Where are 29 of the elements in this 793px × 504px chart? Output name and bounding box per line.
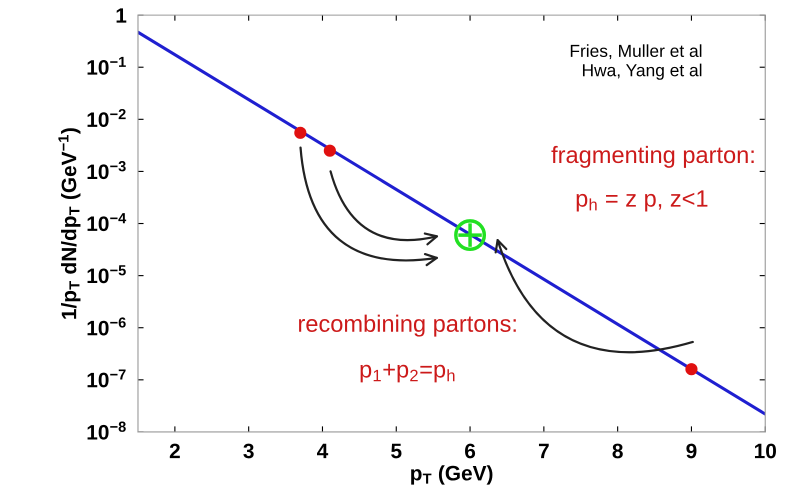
y-tick-label: 10$^{−1}$ xyxy=(88,56,126,75)
y-tick-label: 10$^{−3}$ xyxy=(88,161,126,180)
point xyxy=(324,144,336,157)
x-tick-label: 2 xyxy=(170,444,180,458)
x-axis-title: p$_{T}$ (GeV) xyxy=(411,465,492,485)
y-tick-label: 10$^{−6}$ xyxy=(88,317,126,336)
x-tick-label: 5 xyxy=(391,444,402,458)
y-tick-label: 10$^{−5}$ xyxy=(88,265,126,284)
annotation: p$_{h}$ = z p, z<1 xyxy=(576,190,708,212)
annotation: p$_{1}$+p$_{2}$=p$_{h}$ xyxy=(360,364,454,382)
point xyxy=(454,219,486,252)
x-tick-label: 10 xyxy=(754,444,776,458)
annotation: Fries, Muller et al Hwa, Yang et al xyxy=(570,44,702,80)
y-tick-label: 10$^{−7}$ xyxy=(88,369,126,388)
point xyxy=(294,126,306,139)
y-axis-title: 1/p$_{T}$ dN/dp$_{T}$ (GeV$^{−1}$) xyxy=(58,128,80,319)
x-tick-label: 3 xyxy=(243,444,254,458)
point xyxy=(685,363,698,376)
y-tick-label: 1 xyxy=(116,8,126,23)
x-tick-label: 9 xyxy=(686,444,696,458)
annotation: fragmenting parton: xyxy=(551,146,754,168)
x-tick-label: 4 xyxy=(316,444,328,458)
y-tick-label: 10$^{−8}$ xyxy=(88,422,126,440)
y-tick-label: 10$^{−2}$ xyxy=(88,108,126,128)
y-tick-label: 10$^{−4}$ xyxy=(88,213,126,232)
x-tick-label: 8 xyxy=(612,444,623,458)
x-tick-label: 7 xyxy=(538,444,549,458)
x-tick-label: 6 xyxy=(465,444,476,458)
annotation: recombining partons: xyxy=(299,314,516,337)
